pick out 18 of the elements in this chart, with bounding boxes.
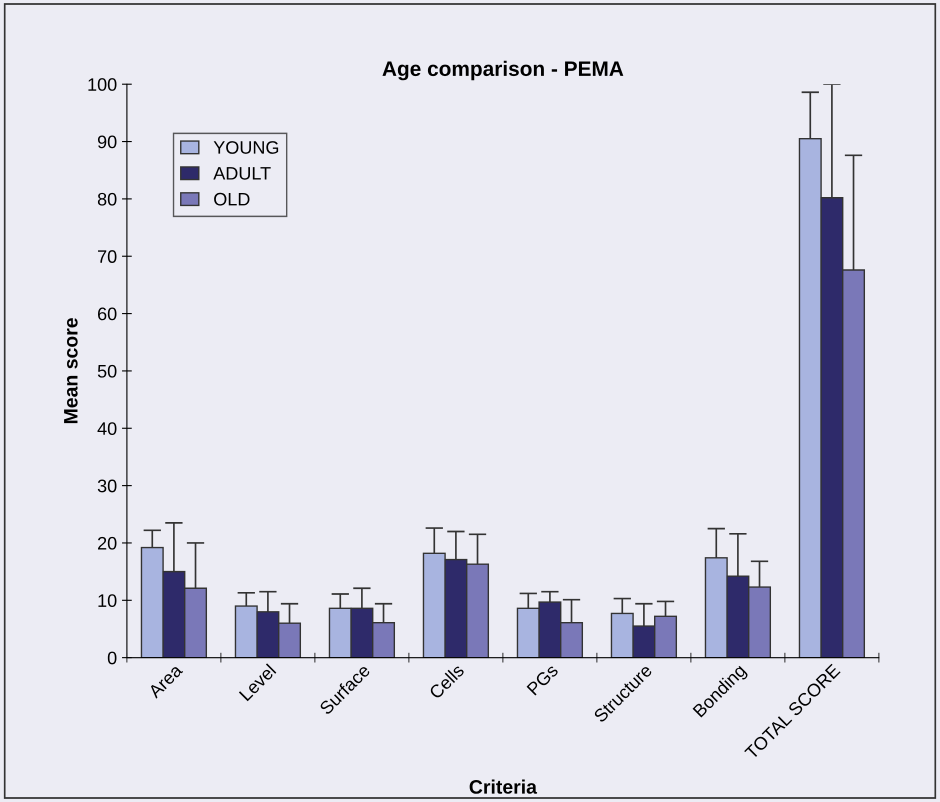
y-tick-label: 20 (98, 536, 116, 550)
chart-title: Age comparison - PEMA (382, 60, 624, 80)
legend-label: ADULT (213, 167, 271, 180)
y-axis-title: Mean score (64, 318, 78, 424)
legend-label: YOUNG (214, 141, 278, 154)
y-tick-label: 70 (98, 250, 116, 263)
y-tick-label: 100 (88, 78, 116, 91)
x-tick-label: PGs (526, 663, 559, 696)
y-tick-label: 80 (98, 192, 116, 206)
y-tick-label: 10 (98, 594, 116, 608)
y-tick-label: 0 (108, 652, 116, 664)
y-tick-label: 60 (98, 308, 116, 320)
y-tick-label: 30 (98, 480, 116, 492)
legend-label: OLD (214, 192, 250, 206)
y-tick-label: 50 (98, 364, 116, 378)
x-axis-title: Criteria (470, 780, 538, 794)
y-tick-label: 90 (98, 135, 116, 148)
y-tick-label: 40 (98, 422, 116, 435)
